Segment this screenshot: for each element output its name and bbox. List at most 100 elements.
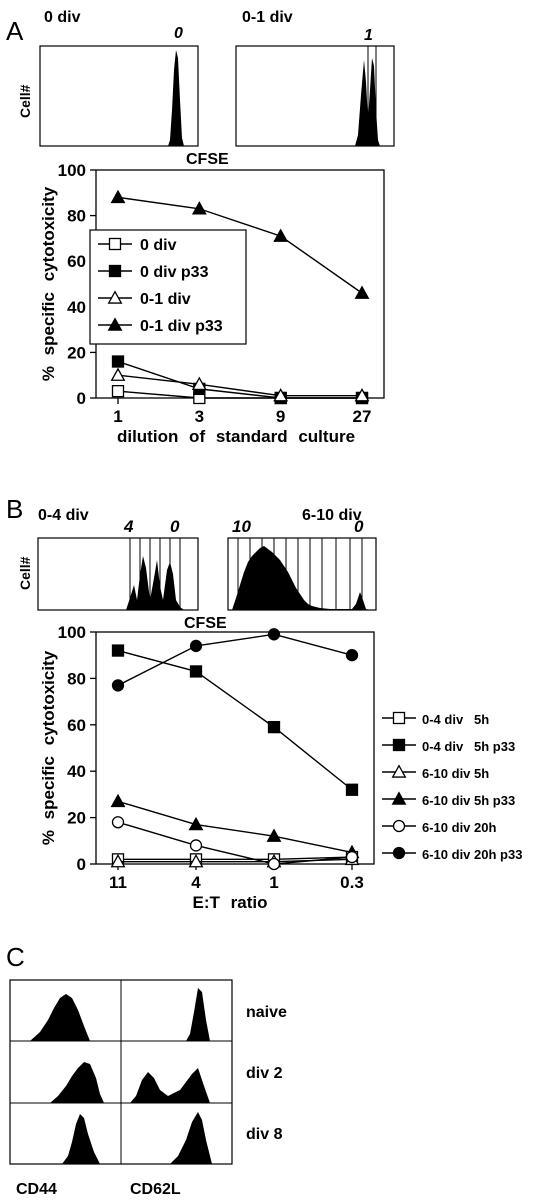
x-tick-label: 1 — [269, 873, 278, 892]
data-point-6-10-div-20h — [267, 857, 281, 871]
hist-a-left-title: 0 div — [44, 9, 81, 26]
y-tick-label: 40 — [67, 762, 86, 781]
y-tick-label: 20 — [67, 809, 86, 828]
x-tick-label: 9 — [276, 407, 285, 426]
data-point-0-1-div — [273, 388, 289, 402]
series-line-6-10-div-20h — [117, 821, 353, 865]
legend-entry-0-4-div-5h-p33: 0-4 div 5h p33 — [422, 739, 515, 754]
hist-frame — [235, 45, 395, 147]
hist-a-right-peak-label: 1 — [364, 27, 373, 44]
plot-frame — [95, 631, 375, 865]
col-label-cd44: CD44 — [16, 1181, 57, 1198]
hist-frame — [39, 45, 199, 147]
data-point-0-1-div — [110, 367, 126, 381]
legend-entry-0-div: 0 div — [140, 237, 177, 254]
hist-b-right-peak-label-0: 0 — [354, 517, 364, 536]
row-label-naive: naive — [246, 1004, 287, 1021]
histogram-b-left — [37, 537, 199, 611]
legend-entry-6-10-div-20h-p33: 6-10 div 20h p33 — [422, 847, 522, 862]
y-tick-label: 100 — [58, 161, 86, 180]
y-tick-label: 20 — [67, 343, 86, 362]
legend-marker — [107, 317, 123, 331]
data-point-0-4-div-5h-p33 — [189, 665, 203, 678]
data-point-6-10-div-20h — [189, 839, 203, 852]
legend-entry-0-1-div-p33: 0-1 div p33 — [140, 318, 223, 335]
y-axis-label: % specific cytotoxicity — [39, 186, 58, 381]
x-tick-label: 11 — [109, 873, 127, 892]
legend-marker — [392, 738, 406, 752]
data-point-0-1-div — [354, 388, 370, 402]
histogram-grid-c — [9, 979, 233, 1165]
y-tick-label: 80 — [67, 669, 86, 688]
x-tick-label: 4 — [191, 873, 201, 892]
data-point-0-div — [111, 385, 125, 398]
hist-peak-1 — [355, 58, 380, 146]
data-point-0-4-div-5h-p33 — [267, 720, 281, 734]
legend-entry-0-1-div: 0-1 div — [140, 291, 191, 308]
panel-b-letter: B — [6, 494, 23, 524]
data-point-6-10-div-20h — [345, 850, 359, 864]
x-tick-label: 3 — [195, 407, 204, 426]
series-line-0-1-div — [117, 374, 362, 397]
hist-frame — [37, 537, 199, 611]
data-point-6-10-div-20h-p33 — [111, 679, 125, 692]
series-line-0-div — [117, 390, 362, 399]
hist-cd44-naive — [30, 994, 90, 1041]
hist-b-right-title: 6-10 div — [302, 507, 362, 524]
hist-cd62l-naive — [186, 988, 210, 1041]
data-point-6-10-div-20h-p33 — [189, 639, 203, 653]
legend-marker — [391, 791, 407, 805]
data-point-0-1-div-p33 — [273, 228, 289, 242]
hist-a-left-peak-label: 0 — [174, 25, 183, 42]
series-line-0-4-div-5h-p33 — [117, 649, 353, 791]
hist-b-ylabel: Cell# — [17, 556, 33, 590]
data-point-0-4-div-5h-p33 — [111, 644, 125, 657]
data-point-6-10-div-5h — [188, 854, 204, 868]
y-tick-label: 0 — [77, 855, 86, 874]
hist-cd44-div8 — [62, 1114, 100, 1164]
x-axis-label: E:T ratio — [193, 893, 268, 912]
row-label-div8: div 8 — [246, 1126, 283, 1143]
data-point-0-1-div-p33 — [354, 285, 370, 299]
legend-entry-6-10-div-5h: 6-10 div 5h — [422, 766, 489, 781]
series-line-6-10-div-20h-p33 — [117, 633, 353, 686]
hist-cd62l-div8 — [170, 1112, 212, 1164]
series-line-0-div-p33 — [117, 360, 362, 399]
data-point-0-1-div-p33 — [110, 189, 126, 204]
legend-marker — [392, 819, 406, 833]
legend-marker — [107, 290, 123, 304]
y-tick-label: 0 — [77, 389, 86, 408]
legend-marker — [392, 711, 406, 725]
hist-b-left-peak-label-4: 4 — [123, 517, 134, 536]
hist-peaks — [126, 556, 184, 610]
data-point-0-4-div-5h-p33 — [345, 783, 359, 796]
hist-b-left-peak-label-0: 0 — [170, 517, 180, 536]
y-tick-label: 60 — [67, 252, 86, 271]
series-line-0-1-div-p33 — [117, 196, 363, 294]
legend-marker — [392, 846, 406, 860]
hist-b-right-peak-label-10: 10 — [232, 517, 251, 536]
panel-c-letter: C — [6, 942, 25, 972]
x-axis-label: dilution of standard culture — [117, 427, 355, 446]
histogram-a-right — [235, 45, 395, 147]
data-point-6-10-div-20h-p33 — [267, 628, 281, 641]
hist-a-xlabel: CFSE — [186, 151, 229, 168]
y-tick-label: 40 — [67, 298, 86, 317]
hist-peak-0 — [168, 50, 184, 146]
hist-cd44-div2 — [50, 1062, 104, 1103]
y-tick-label: 80 — [67, 207, 86, 226]
data-point-0-div-p33 — [111, 355, 125, 368]
legend-entry-0-div-p33: 0 div p33 — [140, 264, 209, 281]
data-point-6-10-div-5h-p33 — [266, 828, 282, 842]
hist-a-right-title: 0-1 div — [242, 9, 293, 26]
data-point-6-10-div-5h-p33 — [188, 816, 204, 831]
x-tick-label: 27 — [353, 407, 372, 426]
col-label-cd62l: CD62L — [130, 1181, 181, 1198]
legend-entry-6-10-div-20h: 6-10 div 20h — [422, 820, 496, 835]
series-line-0-4-div-5h — [118, 856, 353, 861]
hist-cd62l-div2 — [130, 1068, 210, 1103]
series-line-6-10-div-5h-p33 — [117, 800, 353, 854]
hist-a-ylabel: Cell# — [17, 84, 33, 118]
